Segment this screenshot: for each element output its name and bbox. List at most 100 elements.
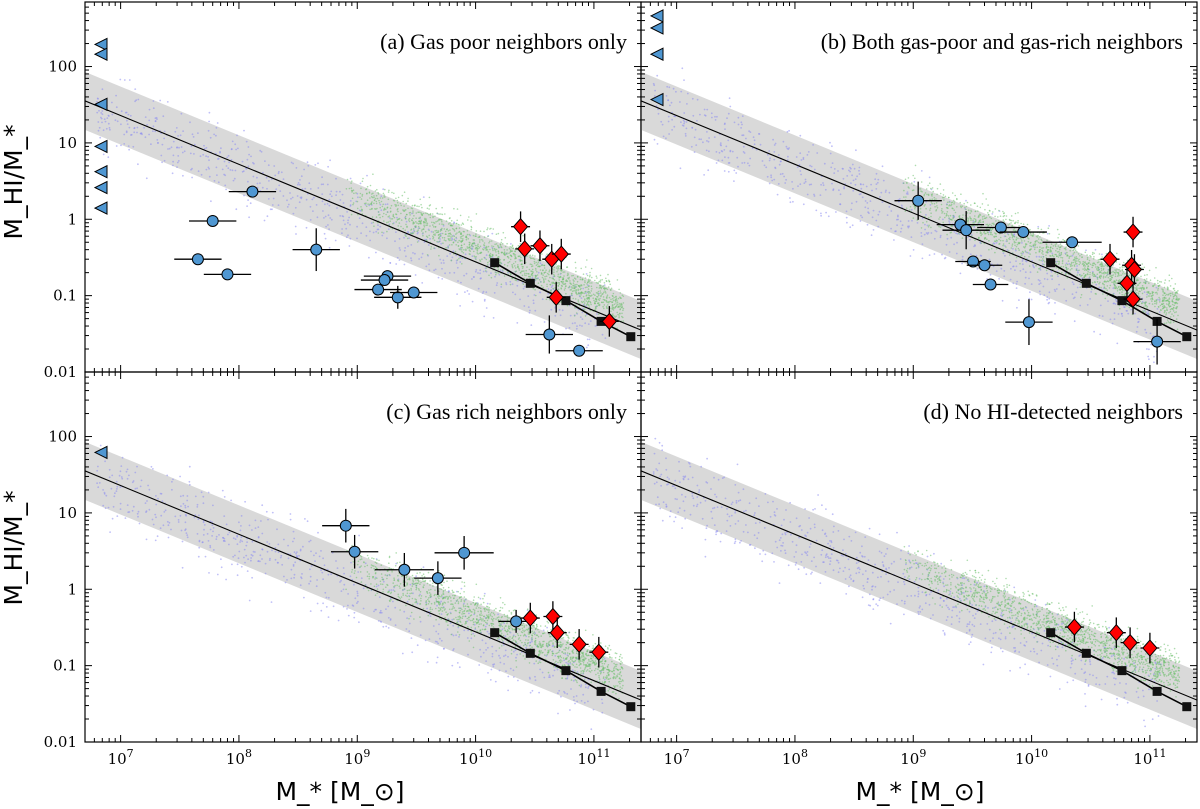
bg-point-green — [479, 259, 481, 261]
bg-point-green — [1057, 263, 1060, 266]
bg-point-green — [993, 235, 995, 238]
bg-point-green — [1069, 269, 1072, 271]
bg-point-blue — [349, 177, 352, 180]
bg-point-blue — [120, 123, 122, 126]
bg-point-green — [935, 198, 937, 200]
bg-point-green — [619, 303, 621, 306]
bg-point-green — [1010, 247, 1013, 249]
bg-point-green — [1117, 279, 1120, 282]
bg-point-green — [1084, 251, 1087, 254]
bg-point-green — [491, 248, 494, 250]
bg-point-green — [1163, 304, 1165, 307]
bg-point-green — [390, 218, 392, 220]
bg-point-blue — [848, 169, 850, 172]
bg-point-green — [1165, 303, 1168, 305]
bg-point-green — [615, 298, 618, 300]
bg-point-green — [509, 272, 512, 275]
bg-point-green — [553, 282, 555, 285]
bg-point-blue — [809, 164, 811, 167]
bg-point-green — [912, 217, 915, 219]
bg-point-green — [1105, 287, 1107, 290]
bg-point-green — [573, 286, 575, 288]
bg-point-green — [1073, 248, 1075, 250]
bg-point-green — [447, 223, 450, 225]
bg-point-green — [405, 213, 408, 216]
bg-point-green — [1118, 268, 1120, 271]
bg-point-green — [998, 238, 1000, 241]
bg-point-green — [960, 193, 962, 195]
bg-point-green — [938, 218, 940, 220]
bg-point-green — [1164, 300, 1166, 302]
bg-point-blue — [125, 111, 128, 114]
bg-point-green — [527, 272, 529, 275]
bg-point-green — [1041, 247, 1043, 249]
bg-point-green — [520, 270, 523, 273]
bg-point-green — [539, 269, 542, 271]
bg-point-blue — [539, 262, 542, 265]
bg-point-green — [536, 277, 539, 280]
bg-point-green — [1104, 264, 1107, 266]
bg-point-green — [1102, 293, 1104, 295]
bg-point-blue — [799, 170, 802, 172]
bg-point-green — [1072, 249, 1074, 252]
circle-point — [1133, 318, 1181, 365]
bg-point-green — [1128, 274, 1130, 277]
bg-point-blue — [516, 284, 519, 287]
bg-point-green — [449, 232, 452, 234]
bg-point-green — [458, 257, 460, 260]
bg-point-blue — [335, 177, 337, 180]
bg-point-blue — [235, 208, 238, 211]
bg-point-green — [465, 238, 468, 241]
bg-point-green — [422, 234, 424, 237]
bg-point-blue — [596, 313, 598, 315]
bg-point-green — [574, 278, 577, 280]
bg-point-blue — [434, 268, 437, 271]
bg-point-blue — [324, 203, 326, 206]
bg-point-blue — [1081, 277, 1084, 280]
bg-point-blue — [328, 246, 331, 249]
bg-point-blue — [740, 121, 743, 124]
bg-point-blue — [706, 140, 708, 142]
bg-point-green — [1100, 261, 1103, 263]
bg-point-green — [395, 197, 397, 200]
bg-point-green — [448, 244, 451, 246]
bg-point-blue — [1135, 330, 1138, 333]
bg-point-green — [1143, 274, 1146, 277]
bg-point-green — [1057, 256, 1060, 258]
bg-point-blue — [865, 185, 868, 188]
bg-point-green — [410, 219, 413, 221]
bg-point-blue — [773, 144, 776, 146]
bg-point-blue — [703, 108, 706, 111]
bg-point-blue — [250, 553, 253, 556]
bg-point-green — [476, 248, 478, 251]
bg-point-green — [459, 214, 462, 217]
bg-point-blue — [748, 164, 751, 167]
bg-point-blue — [464, 291, 466, 293]
bg-point-blue — [808, 183, 811, 186]
bg-point-green — [1085, 263, 1088, 266]
bg-point-green — [1171, 308, 1173, 310]
bg-point-green — [1067, 260, 1070, 262]
bg-point-green — [1148, 291, 1150, 293]
bg-point-green — [1066, 251, 1068, 254]
bg-point-blue — [349, 200, 352, 202]
bg-point-blue — [266, 541, 269, 543]
circle-point — [555, 344, 603, 357]
bg-point-blue — [1150, 343, 1152, 346]
bg-point-green — [406, 237, 409, 240]
bg-point-blue — [227, 167, 230, 170]
bg-point-blue — [103, 493, 106, 495]
bg-point-blue — [925, 232, 928, 234]
bg-point-green — [1093, 252, 1095, 255]
bg-point-green — [488, 260, 491, 262]
bg-point-blue — [156, 139, 159, 141]
bg-point-green — [383, 209, 385, 211]
bg-point-blue — [297, 182, 300, 184]
bg-point-blue — [768, 159, 771, 162]
bg-point-green — [371, 207, 373, 210]
bg-point-green — [983, 231, 985, 234]
bg-point-green — [389, 211, 392, 213]
bg-point-green — [494, 249, 497, 252]
bg-point-green — [1098, 261, 1100, 263]
